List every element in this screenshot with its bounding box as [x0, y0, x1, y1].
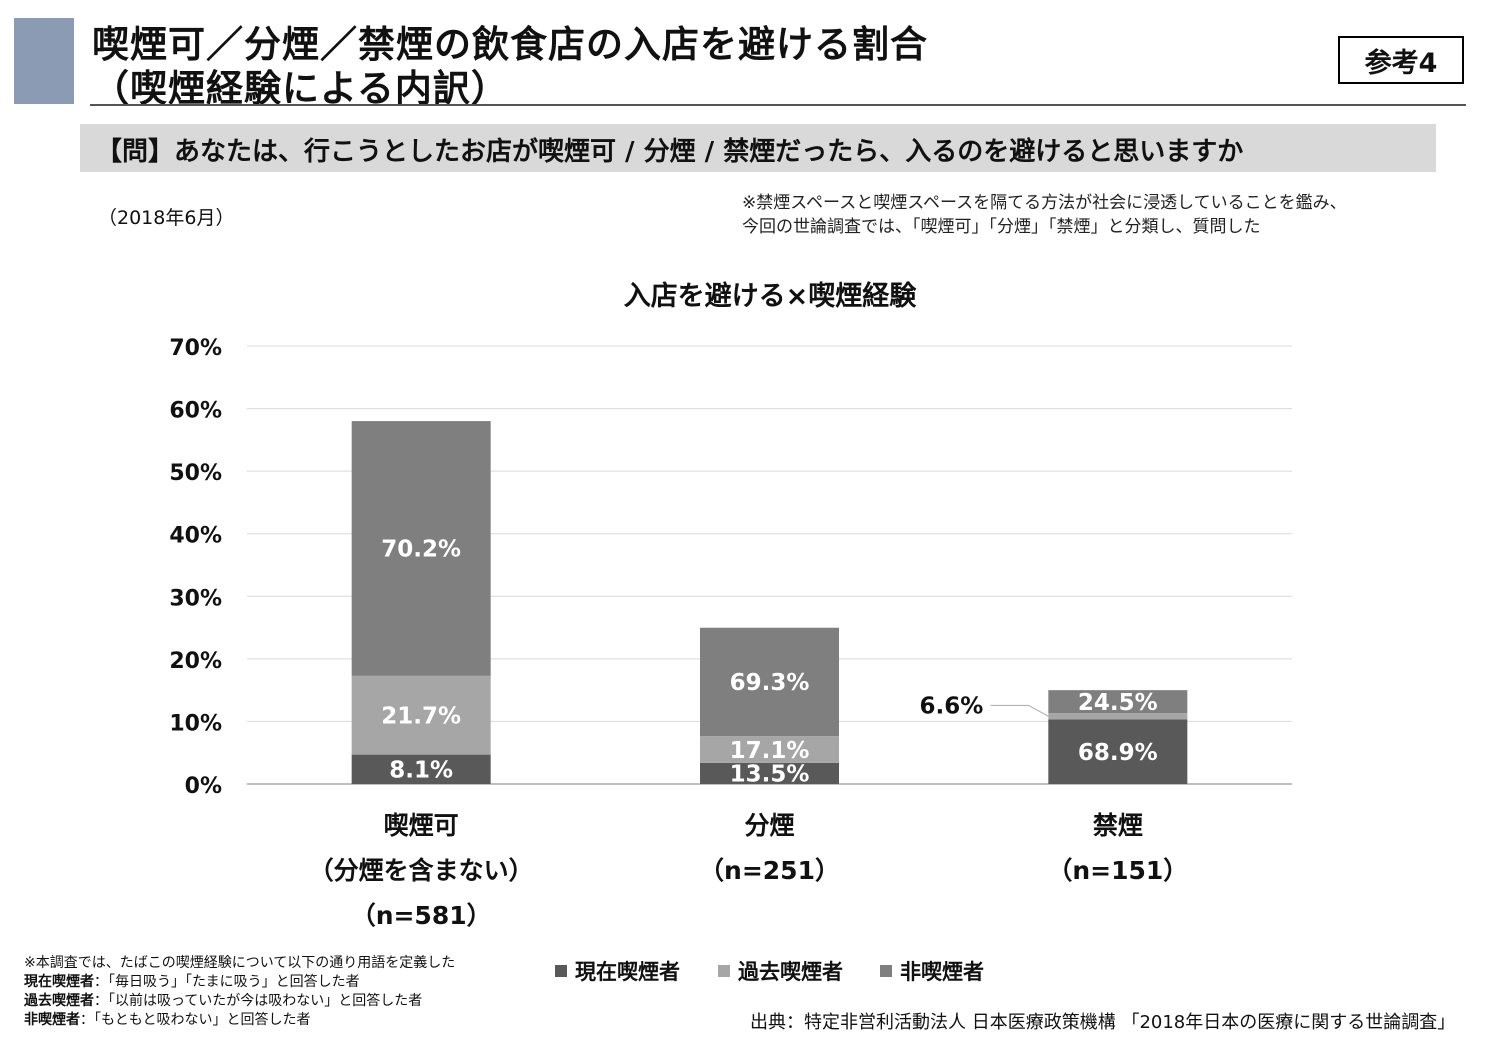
- leader-line: [990, 704, 1049, 717]
- data-label: 6.6%: [920, 693, 984, 719]
- data-label: 69.3%: [730, 670, 810, 696]
- bar-segment: [351, 675, 491, 755]
- legend-swatch: [880, 965, 892, 977]
- title-accent-bar: [14, 18, 74, 104]
- bar-segment: [700, 736, 839, 763]
- x-category-label: （n=251）: [699, 856, 840, 885]
- question-band: [80, 124, 1436, 172]
- footnote-term: 過去喫煙者: [24, 993, 94, 1009]
- data-label: 68.9%: [1078, 740, 1158, 766]
- y-tick-label: 0%: [185, 774, 222, 799]
- bar-segment: [700, 627, 839, 737]
- bar-segment: [1048, 719, 1188, 784]
- footnote-definition: ：「もともと吸わない」と回答した者: [80, 1012, 311, 1028]
- data-label: 13.5%: [730, 762, 810, 788]
- footnote-intro: ※本調査では、たばこの喫煙経験について以下の通り用語を定義した: [24, 955, 456, 971]
- legend-label: 過去喫煙者: [738, 960, 843, 984]
- chart-title: 入店を避ける×喫煙経験: [624, 280, 918, 312]
- y-tick-label: 70%: [169, 336, 222, 361]
- bar-segment: [1048, 690, 1188, 714]
- legend-label: 非喫煙者: [900, 960, 984, 984]
- bar-segment: [351, 421, 491, 676]
- header-divider: [90, 104, 1466, 106]
- footnote-definition: ：「毎日吸う」「たまに吸う」と回答した者: [94, 974, 360, 990]
- legend-swatch: [555, 965, 567, 977]
- y-tick-label: 30%: [169, 586, 222, 611]
- footnote-past-smoker: 過去喫煙者：「以前は吸っていたが今は吸わない」と回答した者: [24, 990, 422, 1010]
- footnote-current-smoker: 現在喫煙者：「毎日吸う」「たまに吸う」と回答した者: [24, 971, 360, 991]
- x-category-label: （分煙を含まない）: [309, 856, 534, 885]
- y-tick-label: 50%: [169, 461, 222, 486]
- y-tick-label: 60%: [169, 399, 222, 424]
- data-label: 70.2%: [381, 537, 461, 563]
- data-label: 17.1%: [730, 738, 810, 764]
- method-note-line1: ※禁煙スペースと喫煙スペースを隔てる方法が社会に浸透していることを鑑み、: [742, 193, 1347, 213]
- data-label: 21.7%: [381, 704, 461, 730]
- data-label: 24.5%: [1078, 690, 1158, 716]
- y-tick-label: 40%: [169, 524, 222, 549]
- bar-segment: [351, 754, 491, 784]
- legend-item: 過去喫煙者: [718, 956, 843, 986]
- survey-question: 【問】あなたは、行こうとしたお店が喫煙可 / 分煙 / 禁煙だったら、入るのを避…: [96, 137, 1244, 167]
- footnote-definition: ：「以前は吸っていたが今は吸わない」と回答した者: [94, 993, 423, 1009]
- footnote-term: 現在喫煙者: [24, 974, 94, 990]
- legend-label: 現在喫煙者: [575, 960, 680, 984]
- legend-swatch: [718, 965, 730, 977]
- legend-item: 非喫煙者: [880, 956, 984, 986]
- y-tick-label: 10%: [169, 711, 222, 736]
- page-title: 喫煙可／分煙／禁煙の飲食店の入店を避ける割合: [92, 23, 928, 66]
- legend-item: 現在喫煙者: [555, 956, 680, 986]
- method-note-line2: 今回の世論調査では、「喫煙可」「分煙」「禁煙」と分類し、質問した: [742, 217, 1261, 237]
- x-category-label: 禁煙: [1093, 811, 1143, 840]
- survey-date: （2018年6月）: [98, 207, 235, 229]
- x-category-label: （n=151）: [1047, 856, 1188, 885]
- y-tick-label: 20%: [169, 649, 222, 674]
- reference-badge: 参考4: [1338, 36, 1464, 84]
- data-label: 8.1%: [389, 758, 453, 784]
- source-citation: 出典：特定非営利活動法人 日本医療政策機構 「2018年日本の医療に関する世論調…: [750, 1012, 1456, 1033]
- footnote-never-smoker: 非喫煙者：「もともと吸わない」と回答した者: [24, 1009, 310, 1029]
- bar-segment: [1048, 713, 1188, 720]
- footnote-term: 非喫煙者: [24, 1012, 80, 1028]
- x-category-label: （n=581）: [351, 901, 492, 930]
- x-category-label: 分煙: [744, 811, 794, 840]
- x-category-label: 喫煙可: [384, 811, 459, 840]
- bar-segment: [700, 762, 839, 784]
- page-subtitle: （喫煙経験による内訳）: [92, 67, 509, 110]
